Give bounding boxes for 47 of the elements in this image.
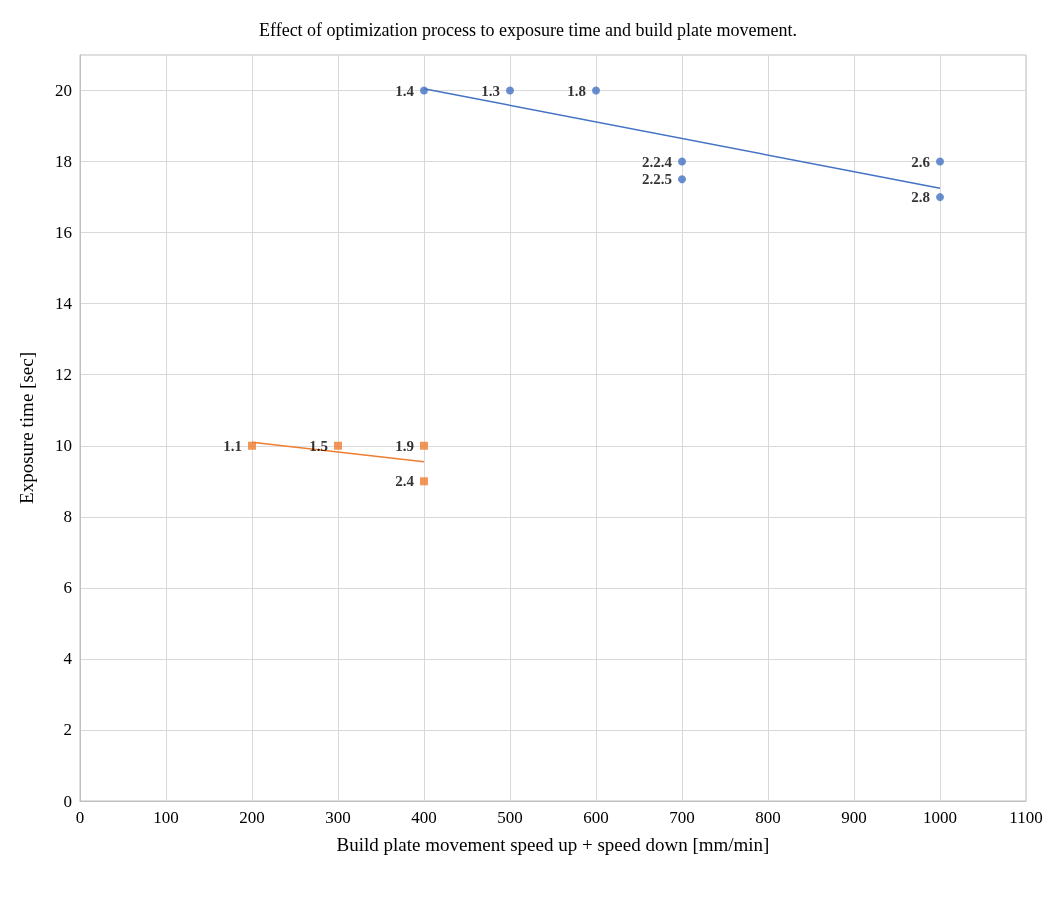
- x-tick-label: 500: [497, 808, 523, 827]
- x-tick-label: 900: [841, 808, 867, 827]
- annotation: 1.1: [223, 437, 242, 454]
- point: [936, 193, 944, 202]
- y-tick-label: 12: [55, 365, 72, 385]
- y-tick-label: 20: [55, 81, 72, 101]
- y-tick-label: 10: [55, 436, 72, 456]
- y-tick-label: 4: [63, 649, 73, 669]
- y-tick-label: 8: [63, 507, 72, 527]
- point: [592, 86, 600, 95]
- x-tick-label: 400: [411, 808, 437, 827]
- annotation: 1.9: [395, 437, 414, 454]
- x-tick-label: 700: [669, 808, 695, 827]
- y-tick-label: 0: [63, 791, 72, 811]
- y-tick-label: 6: [63, 578, 72, 598]
- x-tick-label: 1000: [923, 808, 957, 827]
- point: [420, 86, 428, 95]
- x-axis-title: Build plate movement speed up + speed down [mm/min]: [336, 834, 770, 855]
- x-tick-label: 600: [583, 808, 609, 827]
- y-tick-label: 16: [55, 223, 72, 243]
- y-axis-title: Exposure time [sec]: [16, 352, 37, 504]
- annotation: 1.3: [481, 82, 500, 99]
- annotation: 1.4: [395, 82, 415, 99]
- x-tick-label: 100: [153, 808, 179, 827]
- y-tick-label: 14: [55, 294, 73, 314]
- point: [420, 477, 428, 486]
- annotation: 2.6: [911, 153, 931, 170]
- x-tick-label: 0: [75, 808, 85, 827]
- x-tick-label: 800: [755, 808, 781, 827]
- point: [506, 86, 514, 95]
- point: [334, 441, 342, 450]
- point: [420, 441, 428, 450]
- annotation: 2.2.4: [642, 153, 673, 170]
- point: [678, 157, 686, 166]
- point: [248, 441, 256, 450]
- x-tick-label: 300: [325, 808, 351, 827]
- annotation: 2.2.5: [642, 171, 672, 188]
- y-tick-label: 18: [55, 152, 72, 172]
- y-tick-label: 2: [63, 720, 72, 740]
- annotation: 2.8: [911, 189, 930, 206]
- chart-title: Effect of optimization process to exposure time and build plate movement.: [258, 20, 798, 40]
- point: [678, 175, 686, 184]
- annotation: 2.4: [395, 473, 415, 490]
- annotation: 1.8: [567, 82, 586, 99]
- x-tick-label: 1100: [1009, 808, 1043, 827]
- x-tick-label: 200: [239, 808, 265, 827]
- point: [936, 157, 944, 166]
